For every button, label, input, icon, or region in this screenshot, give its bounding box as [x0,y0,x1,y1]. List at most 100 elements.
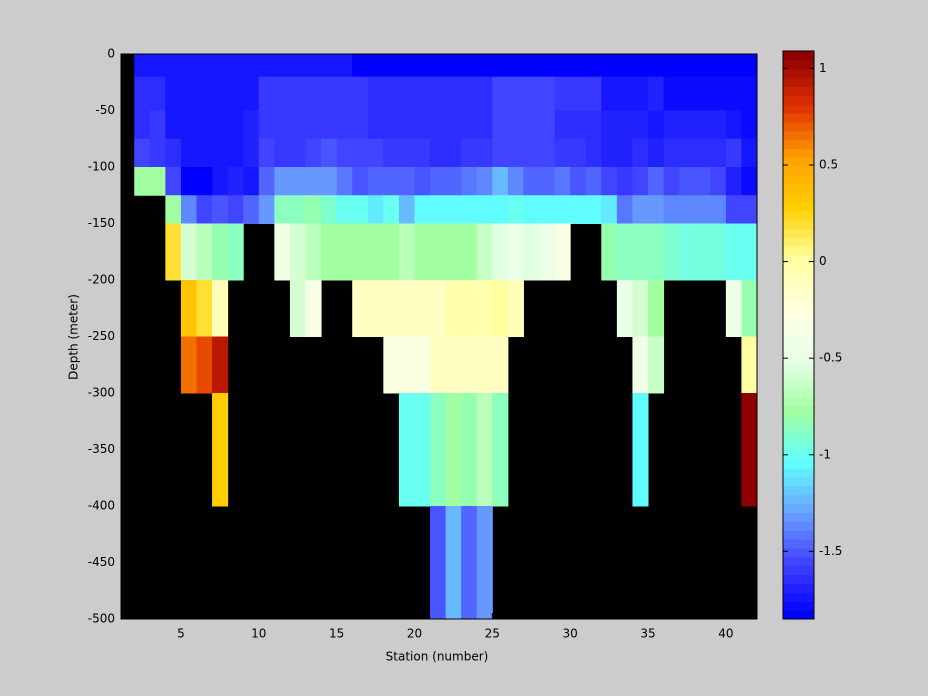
heatmap-cell [539,110,556,140]
heatmap-cell [289,167,306,196]
heatmap-cell [663,223,680,281]
heatmap-cell [601,167,618,196]
heatmap-cell [492,195,509,224]
heatmap-cell [367,280,384,337]
heatmap-cell [601,54,618,78]
colorbar-swatch [783,556,814,567]
heatmap-cell [570,110,587,140]
heatmap-cell [414,195,431,224]
heatmap-cell [492,167,509,196]
heatmap-cell [180,54,198,78]
y-tick-label: 0 [107,47,115,61]
colorbar-swatch [783,548,814,558]
heatmap-cell [523,167,540,196]
heatmap-cell [212,54,229,78]
colorbar-swatch [783,361,814,371]
heatmap-cell [258,76,275,111]
heatmap-cell [243,54,260,78]
heatmap-cell [243,76,260,111]
heatmap-cell [461,336,478,394]
colorbar-swatch [783,272,814,283]
heatmap-cell [710,167,727,196]
heatmap-cell [461,167,478,196]
heatmap-cell [212,167,229,196]
heatmap-cell [461,506,478,620]
heatmap-cell [274,167,291,196]
heatmap-cell [212,76,229,111]
heatmap-cell [367,110,384,140]
heatmap-cell [134,76,151,111]
heatmap-cell [507,223,524,281]
heatmap-cell [679,167,696,196]
heatmap-cell [616,195,633,224]
heatmap-cell [149,76,166,111]
heatmap-cell [507,54,524,78]
colorbar-swatch [783,574,814,584]
heatmap-cell [258,167,275,196]
heatmap-cell [196,167,213,196]
heatmap-cell [336,110,353,140]
colorbar-swatch [783,219,814,229]
heatmap-cell [710,54,727,78]
heatmap-cell [663,110,680,140]
heatmap-cell [196,138,213,168]
heatmap-cell [632,223,649,281]
colorbar-swatch [783,95,814,105]
heatmap-cell [476,54,493,78]
heatmap-cell [554,76,571,111]
heatmap-cell [694,167,711,196]
colorbar-swatch [783,166,814,176]
heatmap-cell [570,167,587,196]
heatmap-cell [274,138,291,168]
heatmap-cell [679,195,696,224]
heatmap-cell [461,280,478,337]
colorbar-swatch [783,246,814,256]
heatmap-cell [648,195,665,224]
heatmap-cell [289,195,306,224]
heatmap-cell [414,138,431,168]
heatmap-cell [648,110,665,140]
colorbar-swatch [783,370,814,380]
colorbar-swatch [783,423,814,434]
heatmap-cell [710,76,727,111]
heatmap-cell [585,195,602,224]
colorbar-swatch [783,51,814,61]
heatmap-cell [461,195,478,224]
colorbar-tick-label: -1 [819,447,831,461]
heatmap-cell [352,280,369,337]
colorbar-swatch [783,122,814,132]
heatmap-cell [274,110,291,140]
heatmap-cell [725,138,742,168]
heatmap-cell [554,138,571,168]
heatmap-cell [398,167,415,196]
heatmap-cell [352,54,369,78]
heatmap-cell [383,280,400,337]
heatmap-cell [398,336,415,394]
heatmap-cell [741,223,758,281]
colorbar-swatch [783,477,814,487]
colorbar-swatch [783,539,814,549]
heatmap-cell [243,195,260,224]
colorbar-swatch [783,317,814,327]
heatmap-cell [352,110,369,140]
heatmap-cell [632,393,649,507]
heatmap-cell [414,280,431,337]
heatmap-cell [663,167,680,196]
heatmap-cell [196,110,213,140]
heatmap-cell [539,223,556,281]
heatmap-cell [149,110,166,140]
colorbar-tick-label: -1.5 [819,544,842,558]
colorbar-swatch [783,299,814,309]
heatmap-cell [554,223,571,281]
heatmap-cell [539,167,556,196]
heatmap-cell [648,138,665,168]
y-tick-label: -300 [88,386,115,400]
heatmap-cell [632,167,649,196]
heatmap-cell [196,76,213,111]
colorbar-tick-label: 1 [819,61,827,75]
colorbar-swatch [783,459,814,469]
heatmap-cell [616,138,633,168]
y-axis-label: Depth (meter) [67,294,81,380]
heatmap-cell [663,195,680,224]
heatmap-cell [476,223,493,281]
